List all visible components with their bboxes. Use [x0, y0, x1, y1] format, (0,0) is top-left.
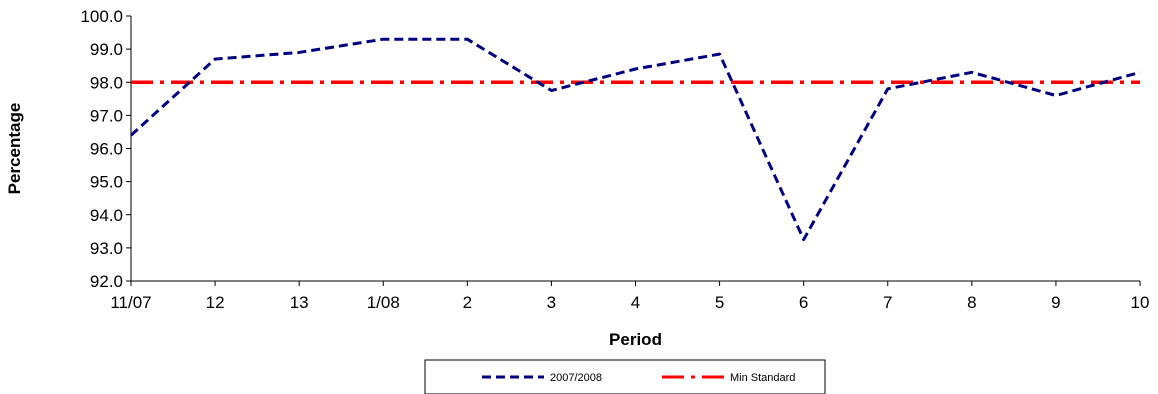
x-tick-label: 13 [290, 293, 309, 312]
x-axis-title: Period [609, 330, 662, 349]
legend: 2007/2008 Min Standard [424, 359, 826, 394]
x-tick-label: 1/08 [367, 293, 400, 312]
y-axis-title: Percentage [5, 103, 24, 195]
y-axis-ticks: 92.0 93.0 94.0 95.0 96.0 97.0 98.0 99.0 100.0 [80, 7, 131, 291]
series-line-2007-2008 [129, 37, 1141, 242]
y-tick-label: 96.0 [90, 140, 123, 159]
legend-box [424, 359, 826, 394]
y-tick-label: 97.0 [90, 106, 123, 125]
x-tick-label: 12 [206, 293, 225, 312]
x-tick-label: 8 [967, 293, 976, 312]
series-layer [129, 37, 1141, 242]
x-tick-label: 9 [1051, 293, 1060, 312]
x-tick-label: 11/07 [110, 293, 151, 312]
legend-label: 2007/2008 [550, 372, 602, 384]
legend-label: Min Standard [730, 372, 795, 384]
legend-entry-min-standard: Min Standard [662, 372, 795, 384]
legend-entry-2007-2008: 2007/2008 [482, 372, 602, 384]
x-tick-label: 6 [799, 293, 808, 312]
y-tick-label: 95.0 [90, 173, 123, 192]
x-tick-label: 4 [631, 293, 640, 312]
x-axis-ticks: 11/07 12 13 1/08 2 3 4 5 6 7 8 9 10 [110, 281, 1149, 312]
x-tick-label: 2 [463, 293, 472, 312]
plot-area: 92.0 93.0 94.0 95.0 96.0 97.0 98.0 99.0 100.0 11… [80, 7, 1149, 312]
y-tick-label: 94.0 [90, 206, 123, 225]
y-tick-label: 100.0 [80, 7, 123, 26]
x-tick-label: 7 [883, 293, 892, 312]
y-tick-label: 98.0 [90, 73, 123, 92]
y-tick-label: 92.0 [90, 272, 123, 291]
x-tick-label: 3 [547, 293, 556, 312]
x-tick-label: 5 [715, 293, 724, 312]
x-tick-label: 10 [1131, 293, 1150, 312]
y-tick-label: 99.0 [90, 40, 123, 59]
y-tick-label: 93.0 [90, 239, 123, 258]
